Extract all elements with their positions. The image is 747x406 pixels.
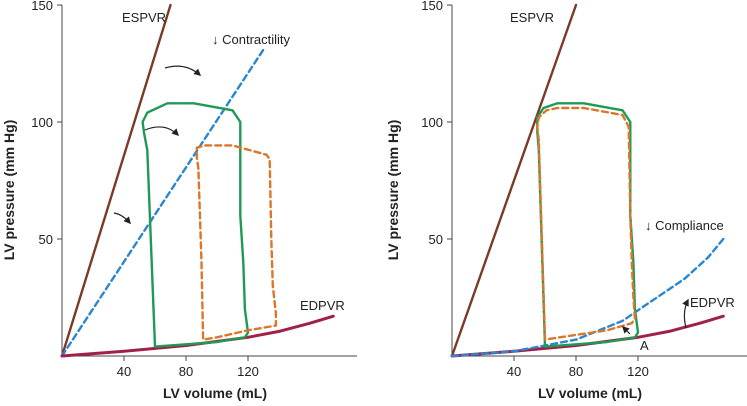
series-line-edpvr [60, 314, 335, 358]
x-tick-label: 80 [569, 364, 583, 379]
series-line-altered-loop [195, 144, 278, 341]
shift-arrow [621, 325, 631, 335]
edpvr-label: EDPVR [300, 298, 345, 313]
y-tick-label: 150 [31, 0, 53, 13]
compliance-annotation: ↓ Compliance [645, 218, 724, 233]
espvr-label: ESPVR [122, 10, 166, 25]
series-line-normal-loop [536, 102, 640, 348]
y-axis-label: LV pressure (mm Hg) [1, 120, 17, 261]
y-tick-label: 100 [31, 115, 53, 130]
point-a-label: A [640, 338, 649, 353]
y-tick-label: 150 [421, 0, 443, 13]
series-line-espvr [450, 3, 578, 358]
shift-arrow [682, 298, 689, 329]
panel-contractility: 40 80 120 50 100 150 LV volume (mL) LV pressu… [1, 0, 357, 401]
panel-compliance: 40 80 120 50 100 150 LV volume (mL) LV pressu… [385, 0, 747, 401]
shift-arrow [144, 126, 180, 137]
edpvr-label: EDPVR [690, 295, 735, 310]
series-line-espvr [60, 3, 172, 358]
contractility-annotation: ↓ Contractility [212, 32, 291, 47]
shift-arrow [113, 212, 131, 225]
y-tick-label: 50 [39, 232, 53, 247]
y-tick-label: 100 [421, 115, 443, 130]
x-axis-label: LV volume (mL) [163, 385, 267, 401]
y-axis-label: LV pressure (mm Hg) [385, 120, 401, 261]
x-tick-label: 120 [627, 364, 649, 379]
shift-arrow [164, 65, 202, 76]
espvr-label: ESPVR [510, 10, 554, 25]
series-line-edpvr [450, 314, 725, 358]
x-tick-label: 80 [179, 364, 193, 379]
series-line-shifted-relation [450, 237, 725, 358]
series-line-normal-loop [141, 102, 250, 348]
x-tick-label: 120 [237, 364, 259, 379]
x-axis-label: LV volume (mL) [538, 385, 642, 401]
series-line-shifted-relation [60, 48, 265, 358]
series-line-altered-loop [536, 106, 637, 341]
y-tick-label: 50 [429, 232, 443, 247]
x-tick-label: 40 [117, 364, 131, 379]
x-tick-label: 40 [507, 364, 521, 379]
